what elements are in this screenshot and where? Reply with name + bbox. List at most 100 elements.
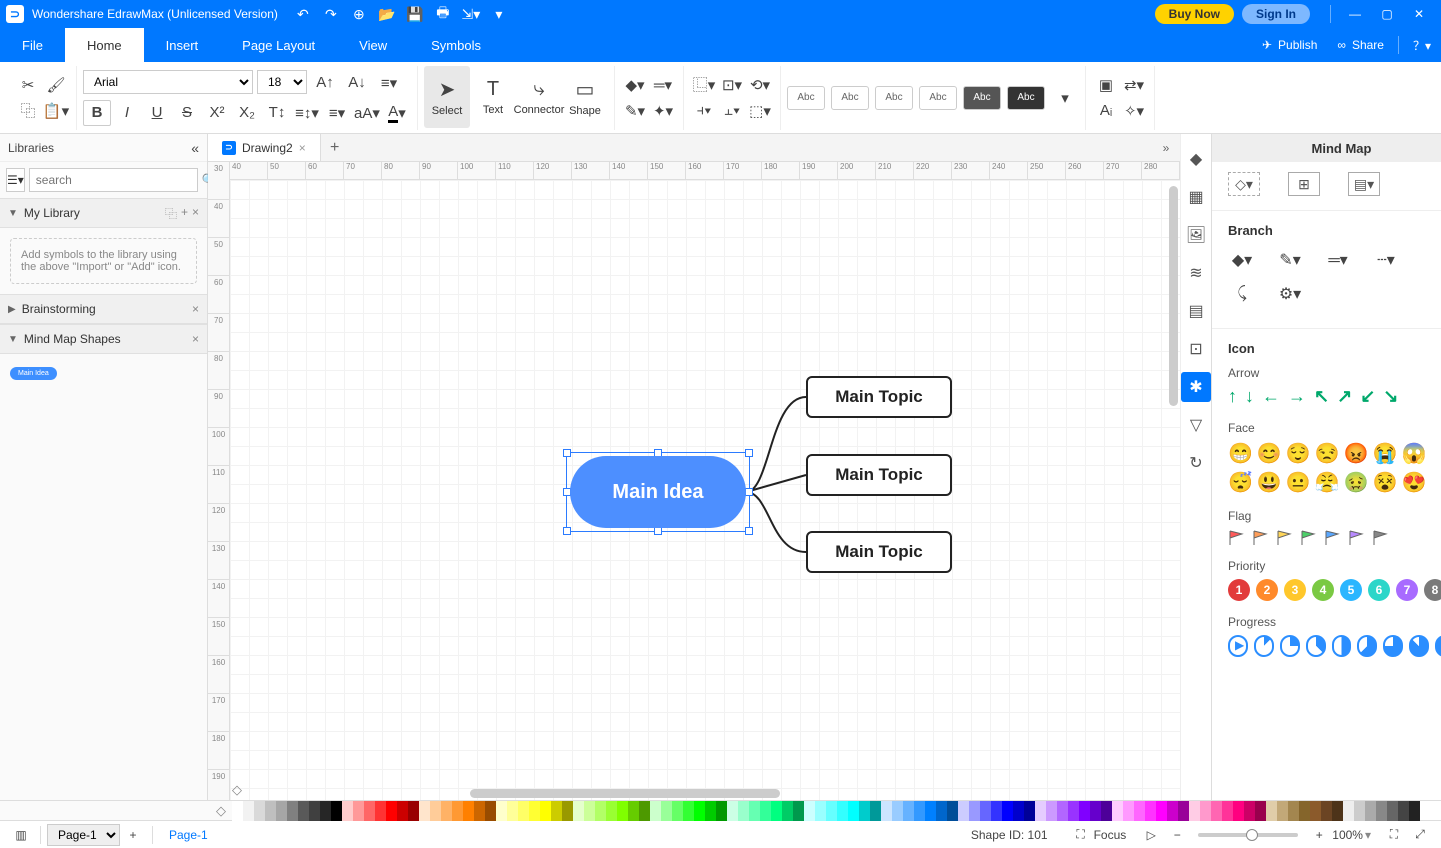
text-direction-icon[interactable]: T↕ <box>263 100 291 126</box>
open-icon[interactable]: 📂 <box>374 3 400 25</box>
palette-color[interactable] <box>1277 801 1288 821</box>
fill-icon[interactable]: ◆▾ <box>621 72 649 98</box>
face-icon-4[interactable]: 😡 <box>1344 441 1369 466</box>
face-icon-8[interactable]: 😃 <box>1257 470 1282 495</box>
palette-color[interactable] <box>386 801 397 821</box>
document-tab-close-icon[interactable]: × <box>299 141 306 155</box>
bold-button[interactable]: B <box>83 100 111 126</box>
palette-color[interactable] <box>628 801 639 821</box>
progress-icon-100[interactable]: ✓ <box>1435 635 1441 657</box>
priority-icon-4[interactable]: 4 <box>1312 579 1334 601</box>
priority-icon-7[interactable]: 7 <box>1396 579 1418 601</box>
face-icon-1[interactable]: 😊 <box>1257 441 1282 466</box>
handle-bl[interactable] <box>563 527 571 535</box>
lib-add-icon[interactable]: + <box>181 205 188 222</box>
palette-color[interactable] <box>859 801 870 821</box>
progress-icon-12[interactable] <box>1254 635 1274 657</box>
current-page-label[interactable]: Page-1 <box>159 828 218 842</box>
close-button[interactable]: ✕ <box>1403 3 1435 25</box>
palette-color[interactable] <box>342 801 353 821</box>
text-tool-button[interactable]: TText <box>470 66 516 128</box>
shape-tool-button[interactable]: ▭Shape <box>562 66 608 128</box>
palette-color[interactable] <box>1156 801 1167 821</box>
page-list-icon[interactable]: ▥ <box>8 824 34 846</box>
align-objects-icon[interactable]: ⫞▾ <box>690 98 718 124</box>
face-icon-13[interactable]: 😍 <box>1401 470 1426 495</box>
flag-icon-5[interactable] <box>1348 529 1364 545</box>
bullets-icon[interactable]: ≡▾ <box>323 100 351 126</box>
palette-color[interactable] <box>1409 801 1420 821</box>
undo-icon[interactable]: ↶ <box>290 3 316 25</box>
palette-color[interactable] <box>892 801 903 821</box>
face-icon-11[interactable]: 🤢 <box>1344 470 1369 495</box>
face-icon-9[interactable]: 😐 <box>1286 470 1311 495</box>
palette-color[interactable] <box>1354 801 1365 821</box>
palette-color[interactable] <box>826 801 837 821</box>
node-main-topic-1[interactable]: Main Topic <box>806 454 952 496</box>
palette-color[interactable] <box>1123 801 1134 821</box>
cat-brainstorming[interactable]: ▶Brainstorming × <box>0 294 207 324</box>
branch-line-icon[interactable]: ═▾ <box>1324 248 1352 272</box>
palette-color[interactable] <box>1178 801 1189 821</box>
handle-mr[interactable] <box>745 488 753 496</box>
palette-color[interactable] <box>518 801 529 821</box>
shadow-icon[interactable]: ✦▾ <box>649 98 677 124</box>
line-color-icon[interactable]: ✎▾ <box>621 98 649 124</box>
focus-icon[interactable]: ⛶ <box>1068 824 1094 846</box>
palette-color[interactable] <box>749 801 760 821</box>
progress-icon-75[interactable] <box>1383 635 1403 657</box>
palette-color[interactable] <box>1244 801 1255 821</box>
flag-icon-0[interactable] <box>1228 529 1244 545</box>
buy-now-button[interactable]: Buy Now <box>1155 4 1234 24</box>
arrow-icon-1[interactable]: ↓ <box>1245 386 1254 407</box>
palette-color[interactable] <box>980 801 991 821</box>
progress-icon-0[interactable]: ▶ <box>1228 635 1248 657</box>
face-icon-12[interactable]: 😵 <box>1373 470 1398 495</box>
palette-color[interactable] <box>1035 801 1046 821</box>
palette-color[interactable] <box>837 801 848 821</box>
progress-icon-62[interactable] <box>1357 635 1377 657</box>
palette-color[interactable] <box>1024 801 1035 821</box>
palette-color[interactable] <box>1002 801 1013 821</box>
node-main-idea[interactable]: Main Idea <box>570 456 746 528</box>
palette-color[interactable] <box>1046 801 1057 821</box>
tab-history-icon[interactable]: ↻ <box>1181 448 1211 478</box>
palette-color[interactable] <box>595 801 606 821</box>
palette-color[interactable] <box>1079 801 1090 821</box>
palette-color[interactable] <box>232 801 243 821</box>
group-icon[interactable]: ⊡▾ <box>718 72 746 98</box>
paste-icon[interactable]: 📋▾ <box>42 98 70 124</box>
palette-color[interactable] <box>1200 801 1211 821</box>
priority-icon-3[interactable]: 3 <box>1284 579 1306 601</box>
arrange-icon[interactable]: ⿺▾ <box>690 72 718 98</box>
connector-tool-button[interactable]: ⤷Connector <box>516 66 562 128</box>
palette-color[interactable] <box>716 801 727 821</box>
palette-color[interactable] <box>529 801 540 821</box>
palette-color[interactable] <box>441 801 452 821</box>
cut-icon[interactable]: ✂ <box>14 72 42 98</box>
palette-color[interactable] <box>551 801 562 821</box>
palette-color[interactable] <box>584 801 595 821</box>
face-icon-10[interactable]: 😤 <box>1315 470 1340 495</box>
palette-color[interactable] <box>375 801 386 821</box>
branch-options-icon[interactable]: ⚙▾ <box>1276 282 1304 306</box>
palette-color[interactable] <box>661 801 672 821</box>
palette-color[interactable] <box>1255 801 1266 821</box>
document-tab[interactable]: ⊃ Drawing2 × <box>208 134 321 161</box>
handle-tr[interactable] <box>745 449 753 457</box>
play-icon[interactable]: ▷ <box>1138 824 1164 846</box>
palette-color[interactable] <box>1365 801 1376 821</box>
zoom-slider[interactable] <box>1198 833 1298 837</box>
palette-color[interactable] <box>672 801 683 821</box>
tab-ruler-icon[interactable]: ⊡ <box>1181 334 1211 364</box>
palette-color[interactable] <box>683 801 694 821</box>
palette-color[interactable] <box>1376 801 1387 821</box>
palette-color[interactable] <box>738 801 749 821</box>
palette-color[interactable] <box>1145 801 1156 821</box>
flag-icon-2[interactable] <box>1276 529 1292 545</box>
superscript-button[interactable]: X² <box>203 100 231 126</box>
strike-button[interactable]: S <box>173 100 201 126</box>
menu-tab-page-layout[interactable]: Page Layout <box>220 28 337 62</box>
palette-color[interactable] <box>309 801 320 821</box>
menu-tab-symbols[interactable]: Symbols <box>409 28 503 62</box>
